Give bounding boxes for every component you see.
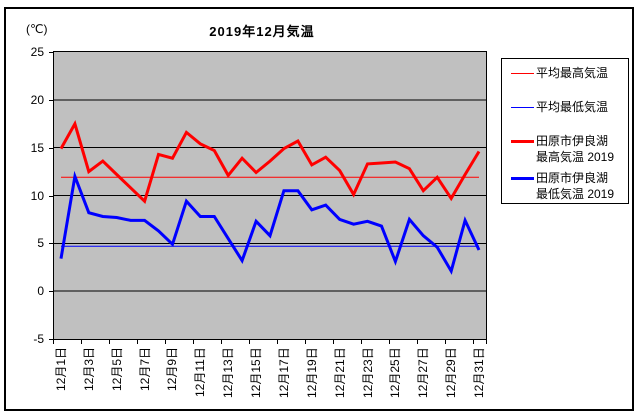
legend-label-line: 平均最高気温 (536, 66, 609, 80)
x-tick-label-day25: 12月25日 (388, 347, 403, 398)
legend-label: 田原市伊良湖 最高気温 2019 (536, 133, 614, 165)
y-tick-label-15: 15 (30, 140, 44, 155)
legend-item-0: 平均最高気温 (502, 65, 628, 99)
legend-label: 田原市伊良湖 最低気温 2019 (536, 170, 614, 202)
chart-lines-svg (54, 99, 486, 292)
x-tick-mark (333, 340, 334, 344)
y-tick-mark (49, 243, 53, 245)
legend: 平均最高気温 平均最低気温 田原市伊良湖 最高気温 2019 田原市伊良湖 最低気温 20… (501, 58, 629, 204)
x-tick-mark (81, 340, 82, 344)
y-tick-label-5: 5 (37, 236, 44, 251)
x-tick-mark (473, 340, 474, 344)
x-tick-label-day19: 12月19日 (304, 347, 319, 398)
x-tick-mark (486, 340, 487, 344)
legend-item-3: 田原市伊良湖 最低気温 2019 (502, 170, 628, 204)
x-tick-mark (165, 340, 166, 344)
y-tick-label-10: 10 (30, 188, 44, 203)
y-tick-mark (49, 147, 53, 149)
x-tick-label-day5: 12月5日 (109, 346, 124, 391)
y-tick-mark (49, 291, 53, 293)
x-tick-label-day1: 12月1日 (53, 346, 68, 391)
plot-area (53, 51, 487, 340)
x-tick-label-day7: 12月7日 (137, 346, 152, 391)
legend-label-line: 最高気温 2019 (536, 150, 615, 164)
y-tick-mark (49, 52, 53, 53)
x-tick-mark (221, 340, 222, 344)
legend-line-sample-thick (511, 140, 534, 143)
x-tick-label-day13: 12月13日 (221, 347, 236, 398)
x-tick-mark (137, 340, 138, 344)
y-tick-label-20: 20 (30, 92, 44, 107)
legend-label: 平均最低気温 (536, 99, 608, 115)
x-tick-label-day21: 12月21日 (332, 347, 347, 398)
y-tick-mark (49, 99, 53, 101)
x-tick-label-day11: 12月11日 (193, 347, 208, 397)
legend-line-sample-thick (511, 177, 534, 180)
x-tick-label-day27: 12月27日 (416, 347, 431, 398)
legend-label: 平均最高気温 (536, 65, 608, 81)
series-line-2 (59, 119, 481, 204)
y-axis-unit-label: (℃) (26, 22, 48, 36)
y-tick-label-0: 0 (37, 284, 44, 299)
x-tick-mark (361, 340, 362, 344)
x-tick-label-day3: 12月3日 (81, 346, 96, 391)
legend-item-1: 平均最低気温 (502, 99, 628, 133)
chart-title: 2019年12月気温 (209, 24, 315, 39)
legend-line-sample-thin (511, 107, 534, 108)
legend-line-sample-thin (511, 73, 534, 74)
x-tick-label-day29: 12月29日 (444, 347, 459, 398)
x-tick-mark (417, 340, 418, 344)
x-tick-mark (389, 340, 390, 344)
x-tick-mark (445, 340, 446, 344)
x-tick-mark (277, 340, 278, 344)
y-tick-label-25: 25 (30, 45, 44, 59)
x-tick-mark (193, 340, 194, 344)
series-line-3 (59, 170, 481, 275)
legend-label-line: 平均最低気温 (536, 100, 609, 114)
legend-label-line: 最低気温 2019 (536, 187, 615, 201)
y-tick-label--5: -5 (33, 332, 44, 346)
chart-frame: (℃) 2019年12月気温 25 20 15 10 5 0 -5 12月1日 12月3日 12… (4, 7, 634, 411)
x-tick-label-day23: 12月23日 (360, 347, 375, 398)
x-tick-label-day31: 12月31日 (472, 347, 487, 398)
y-tick-mark (49, 339, 53, 340)
x-tick-mark (305, 340, 306, 344)
x-tick-label-day9: 12月9日 (165, 346, 180, 391)
x-tick-label-day15: 12月15日 (249, 347, 264, 398)
legend-label-line: 田原市伊良湖 (536, 171, 609, 185)
x-tick-mark (249, 340, 250, 344)
legend-item-2: 田原市伊良湖 最高気温 2019 (502, 133, 628, 167)
x-tick-mark (53, 340, 54, 344)
legend-label-line: 田原市伊良湖 (536, 134, 609, 148)
x-tick-mark (109, 340, 110, 344)
y-tick-mark (49, 195, 53, 197)
x-tick-label-day17: 12月17日 (276, 347, 291, 398)
